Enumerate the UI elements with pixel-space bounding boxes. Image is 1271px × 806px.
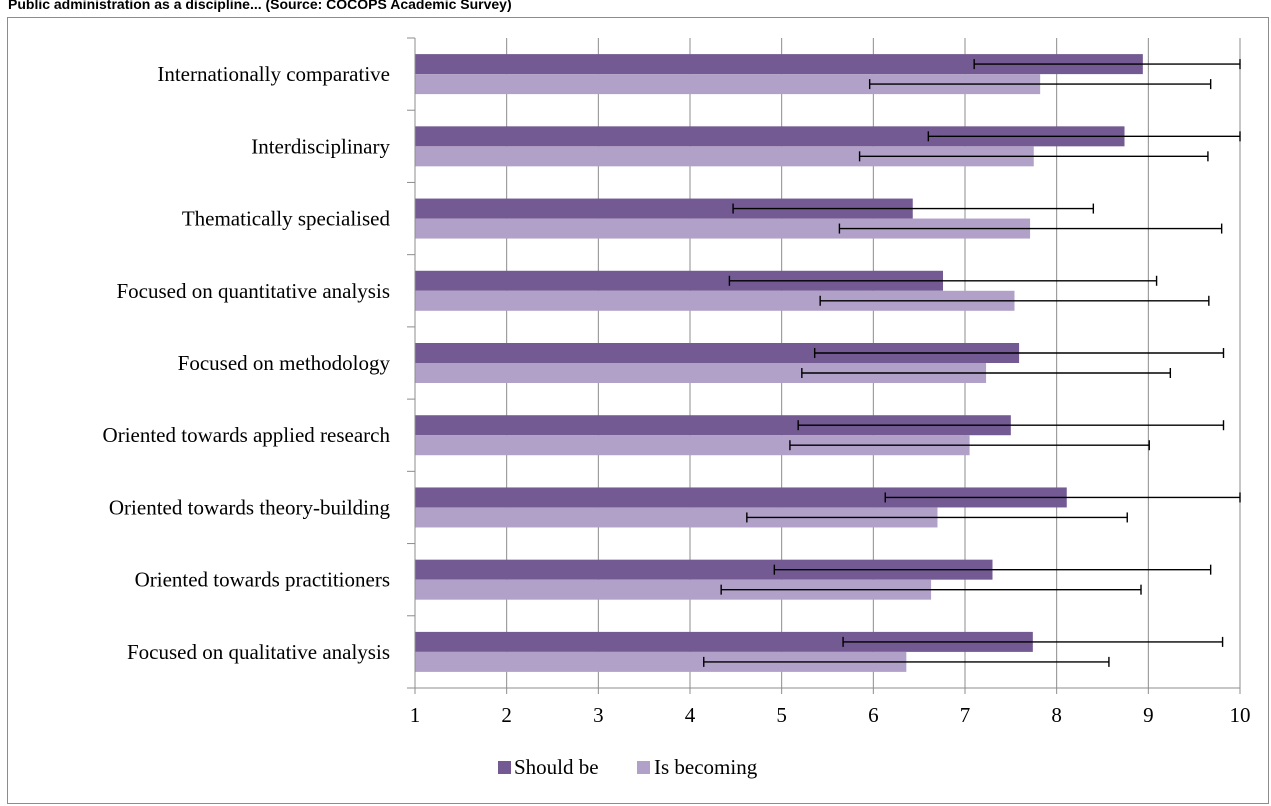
bar-should-be (415, 487, 1067, 508)
bar-should-be (415, 631, 1033, 652)
x-tick-label: 2 (501, 703, 512, 727)
bar-should-be (415, 415, 1011, 436)
bar-should-be (415, 126, 1125, 147)
x-tick-label: 10 (1230, 703, 1251, 727)
x-tick-label: 4 (685, 703, 696, 727)
legend-label-should-be: Should be (514, 755, 599, 779)
x-tick-label: 5 (776, 703, 787, 727)
bar-should-be (415, 54, 1143, 75)
bar-should-be (415, 559, 993, 580)
bar-should-be (415, 343, 1020, 363)
bar-is-becoming (415, 579, 932, 600)
x-tick-label: 9 (1143, 703, 1154, 727)
x-tick-label: 7 (960, 703, 971, 727)
category-label: Interdisciplinary (251, 134, 390, 158)
x-tick-label: 3 (593, 703, 604, 727)
category-label: Oriented towards practitioners (135, 568, 390, 592)
bar-is-becoming (415, 435, 970, 456)
legend-swatch-should-be (498, 761, 511, 774)
category-label: Oriented towards applied research (103, 423, 391, 447)
bar-should-be (415, 198, 913, 219)
category-label: Thematically specialised (182, 207, 391, 231)
bar-is-becoming (415, 218, 1031, 239)
x-tick-label: 6 (868, 703, 879, 727)
bar-is-becoming (415, 363, 987, 383)
legend-label-is-becoming: Is becoming (654, 755, 758, 779)
bar-should-be (415, 270, 943, 291)
bar-is-becoming (415, 146, 1034, 167)
chart-frame (7, 17, 1269, 804)
bar-is-becoming (415, 290, 1015, 311)
category-label: Oriented towards theory-building (109, 495, 391, 519)
page-title: Public administration as a discipline...… (8, 0, 512, 12)
x-tick-label: 8 (1051, 703, 1062, 727)
bar-is-becoming (415, 651, 907, 672)
x-tick-label: 1 (410, 703, 421, 727)
bar-is-becoming (415, 507, 938, 528)
category-label: Focused on qualitative analysis (127, 640, 390, 664)
category-label: Focused on quantitative analysis (116, 279, 390, 303)
category-label: Focused on methodology (178, 351, 391, 375)
category-label: Internationally comparative (157, 62, 390, 86)
legend-swatch-is-becoming (637, 761, 650, 774)
bar-is-becoming (415, 74, 1041, 95)
